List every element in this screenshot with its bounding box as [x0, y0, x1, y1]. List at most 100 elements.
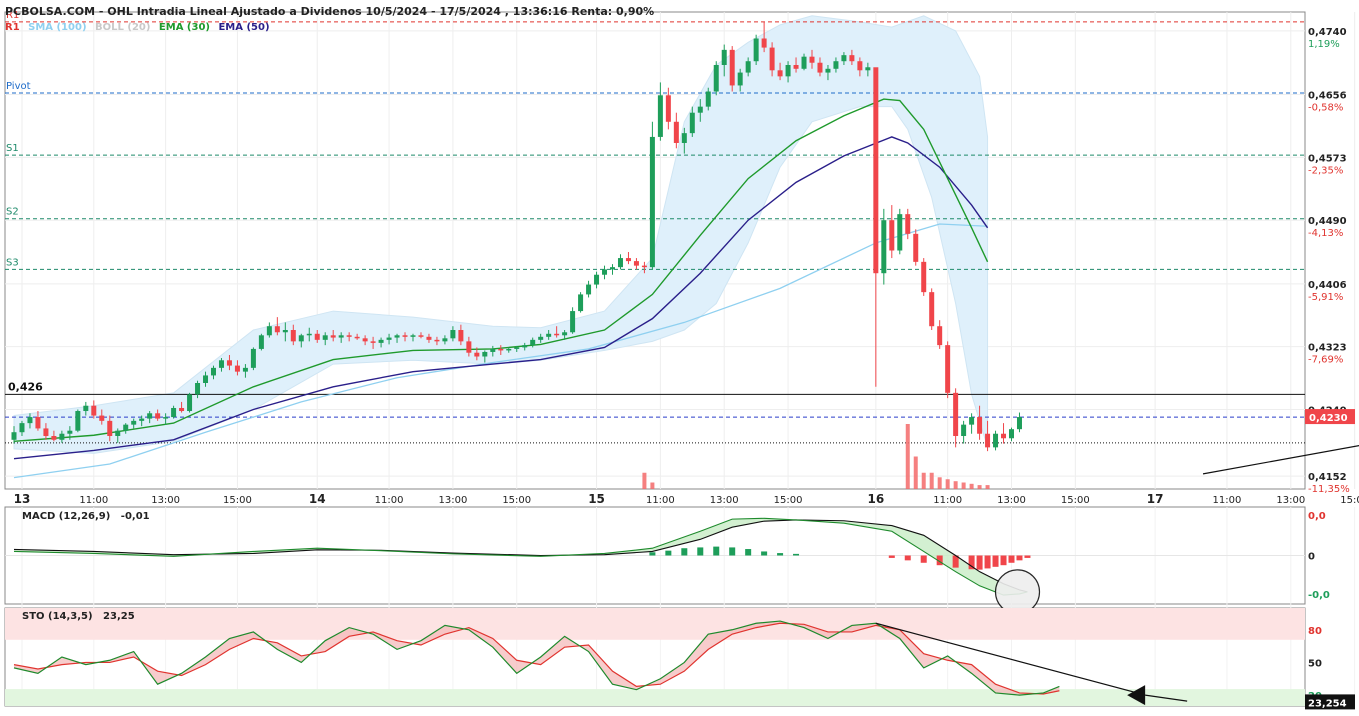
time-axis-label: 13:00	[151, 495, 180, 506]
candle-body	[833, 61, 839, 69]
candle-body	[578, 294, 584, 312]
candle-body	[482, 351, 488, 357]
candle-body	[211, 367, 216, 376]
price-pane-frame	[4, 11, 1306, 490]
volume-bar	[961, 482, 966, 489]
level-label-pivot: Pivot	[6, 81, 31, 92]
candle-body	[753, 38, 759, 62]
candle-body	[91, 405, 97, 416]
time-axis-label: 13:00	[710, 495, 739, 506]
candle-body	[155, 413, 161, 419]
time-axis-label: 11:00	[933, 495, 962, 506]
candle-body	[147, 413, 153, 419]
macd-line	[13, 517, 1028, 596]
candle-body	[314, 333, 320, 340]
candle-body	[865, 67, 871, 71]
price-axis-label: 0,4152	[1308, 472, 1347, 483]
candle-body	[290, 330, 296, 342]
candle-body	[625, 258, 631, 262]
macd-histogram-bar	[665, 550, 672, 556]
candle-body	[226, 360, 232, 366]
volume-bar	[945, 479, 950, 489]
candle-body	[330, 335, 336, 338]
macd-histogram-bar	[745, 549, 752, 556]
volume-bar	[977, 485, 982, 489]
last-price-tag	[1305, 409, 1355, 425]
price-axis-label: 0,4656	[1308, 91, 1347, 102]
macd-histogram-bar	[1024, 555, 1031, 558]
time-axis-label: 11:00	[1213, 495, 1242, 506]
candle-body	[785, 65, 791, 77]
volume-bar	[642, 472, 647, 489]
time-axis-label: 15	[588, 492, 605, 506]
candle-body	[27, 417, 33, 424]
time-axis-label: 15:00	[1340, 495, 1359, 506]
candle-body	[913, 233, 919, 262]
sto-k-line	[13, 620, 1060, 696]
candle-body	[586, 284, 592, 295]
candle-body	[498, 348, 504, 351]
volume-bar	[953, 481, 958, 489]
legend-item-r1: R1	[5, 22, 20, 33]
sto-last-tag	[1305, 694, 1355, 710]
macd-axis-label: 0	[1308, 552, 1315, 563]
candle-body	[115, 430, 121, 436]
legend-item-ema30: EMA (30)	[158, 22, 210, 33]
candle-body	[721, 49, 727, 65]
last-price-tag-label: 0,4230	[1309, 413, 1348, 424]
candle-body	[75, 411, 81, 431]
candle-body	[123, 424, 129, 431]
legend-item-sma100: SMA (100)	[28, 22, 87, 33]
candle-body	[562, 332, 568, 336]
time-axis-label: 17	[1147, 492, 1164, 506]
macd-histogram-bar	[976, 555, 983, 570]
sto-trendline	[875, 622, 1146, 696]
candle-body	[322, 335, 328, 340]
candle-body	[993, 433, 999, 448]
candle-body	[354, 336, 360, 339]
candle-body	[83, 405, 89, 412]
price-trendline	[1202, 445, 1359, 475]
candle-body	[410, 335, 416, 337]
candle-body	[705, 91, 711, 107]
candle-body	[394, 335, 400, 338]
level-label-s1: S1	[6, 143, 19, 154]
sto-overbought-zone	[5, 608, 1305, 640]
candle-body	[857, 61, 863, 71]
candle-body	[530, 339, 536, 346]
price-axis-pct: 1,19%	[1308, 39, 1340, 50]
candle-body	[274, 326, 280, 333]
time-axis-label: 13:00	[1276, 495, 1305, 506]
sma100-line	[13, 223, 988, 479]
candle-body	[697, 106, 703, 113]
candle-body	[187, 394, 193, 412]
candle-body	[418, 335, 424, 337]
macd-label: MACD (12,26,9) -0,01	[22, 511, 150, 522]
candle-body	[729, 49, 735, 86]
candle-body	[139, 418, 145, 421]
candle-body	[99, 415, 105, 421]
candle-body	[1009, 429, 1014, 439]
candle-body	[474, 352, 480, 357]
sto-arrow-tail	[1145, 694, 1188, 702]
candle-body	[937, 326, 943, 346]
candle-body	[362, 338, 368, 342]
macd-signal-line	[13, 519, 1028, 593]
candle-body	[961, 424, 967, 436]
candle-body	[1001, 433, 1007, 439]
candle-body	[131, 420, 137, 425]
macd-histogram-bar	[649, 552, 656, 556]
candle-body	[953, 392, 959, 436]
macd-histogram-bar	[793, 553, 800, 556]
time-axis-label: 15:00	[1061, 495, 1090, 506]
candle-body	[889, 220, 895, 251]
time-axis-label: 14	[309, 492, 326, 506]
candle-body	[434, 339, 440, 342]
candle-body	[195, 383, 201, 395]
candle-body	[769, 47, 775, 71]
chart-title: PCBOLSA.COM - OHL Intradia Lineal Ajusta…	[5, 5, 655, 18]
candle-body	[921, 261, 927, 293]
candle-body	[282, 330, 288, 333]
macd-histogram-bar	[1016, 555, 1023, 561]
